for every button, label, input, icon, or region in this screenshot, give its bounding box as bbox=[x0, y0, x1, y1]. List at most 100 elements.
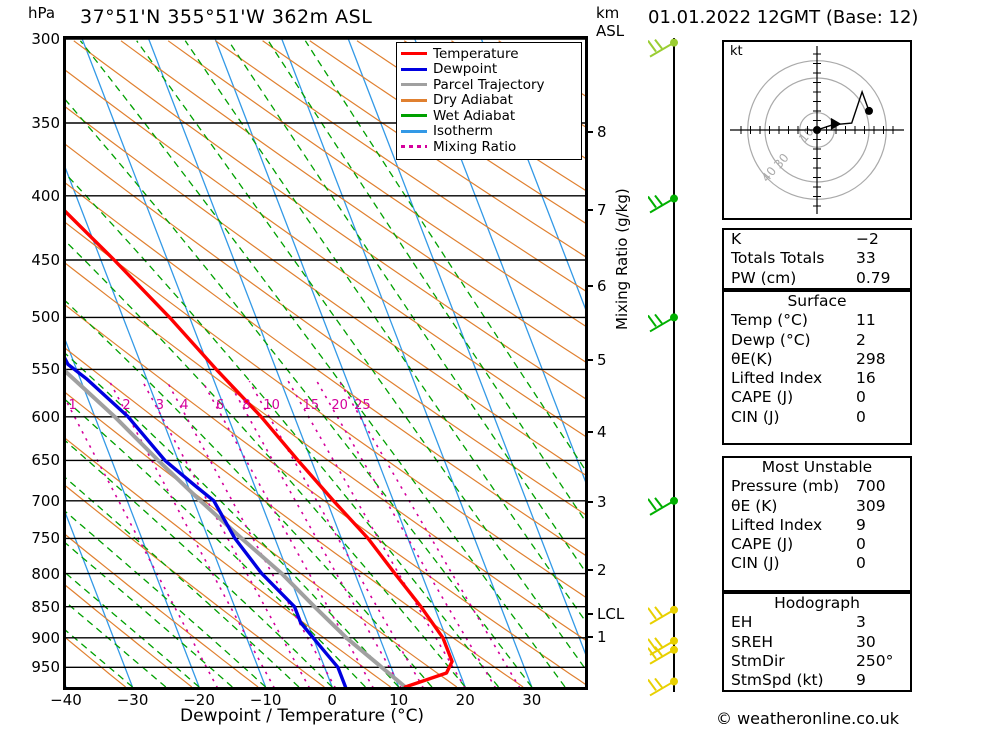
panel-row-key: Temp (°C) bbox=[731, 311, 808, 330]
legend-label: Mixing Ratio bbox=[433, 138, 517, 155]
wind-barb-canvas bbox=[647, 38, 678, 697]
legend-swatch bbox=[401, 52, 427, 56]
temp-tick-10: 10 bbox=[389, 691, 409, 709]
panel-row-value: 2 bbox=[856, 330, 866, 349]
height-tick-mark-5 bbox=[585, 358, 593, 361]
wind-barb bbox=[647, 605, 678, 625]
pressure-tick-550: 550 bbox=[31, 360, 60, 379]
hodograph-stats-panel: Hodograph EH 3 SREH 30 StmDir 250° StmSpd (kt) 9 bbox=[722, 592, 912, 692]
panel-row: Dewp (°C) 2 bbox=[724, 331, 910, 350]
panel-row-key: CAPE (J) bbox=[731, 388, 794, 407]
curve-dewpoint bbox=[66, 356, 348, 687]
panel-row: CIN (J) 0 bbox=[724, 554, 910, 573]
pressure-tick-750: 750 bbox=[31, 529, 60, 548]
copyright-notice: © weatheronline.co.uk bbox=[716, 709, 899, 728]
hodograph-ring-label-10: 10 bbox=[796, 124, 817, 145]
curve-temperature bbox=[66, 209, 454, 687]
temp-tick-20: 20 bbox=[455, 691, 475, 709]
legend: Temperature Dewpoint Parcel Trajectory Dry … bbox=[396, 42, 582, 160]
panel-row-key: CAPE (J) bbox=[731, 535, 794, 554]
hodograph-ring-label-30: 30 bbox=[771, 151, 792, 172]
panel-row-value: 33 bbox=[856, 249, 876, 268]
hodograph-trace bbox=[816, 89, 870, 131]
panel-title: Surface bbox=[787, 292, 847, 310]
height-tick-mark-7 bbox=[585, 209, 593, 212]
pressure-tick-300: 300 bbox=[31, 30, 60, 48]
height-tick-mark-8 bbox=[585, 131, 593, 134]
mixing-ratio-label-10: 10 bbox=[263, 397, 280, 413]
pressure-axis: 300 350 400 450 500 550 600 650 700 750 800 850 900 9… bbox=[10, 0, 60, 733]
mixing-ratio-label-2: 2 bbox=[122, 397, 131, 413]
panel-row: θE (K) 309 bbox=[724, 497, 910, 516]
wind-barb bbox=[647, 38, 678, 58]
panel-row-key: SREH bbox=[731, 632, 774, 651]
legend-swatch bbox=[401, 83, 427, 87]
panel-row-value: 16 bbox=[856, 369, 876, 388]
panel-row: CAPE (J) 0 bbox=[724, 388, 910, 407]
temp-tick--40: −40 bbox=[50, 691, 82, 709]
lcl-label: LCL bbox=[597, 605, 625, 624]
panel-row-value: 30 bbox=[856, 632, 876, 651]
panel-row-key: Lifted Index bbox=[731, 515, 823, 534]
mixing-ratio-label-3: 3 bbox=[155, 397, 165, 413]
panel-row: Totals Totals 33 bbox=[724, 249, 910, 268]
panel-row-value: 250° bbox=[856, 651, 894, 670]
pressure-axis-unit: hPa bbox=[28, 4, 56, 22]
panel-row-value: 0 bbox=[856, 407, 866, 426]
legend-item-dewpoint: Dewpoint bbox=[401, 61, 577, 77]
panel-row-value: 0.79 bbox=[856, 268, 891, 287]
hodograph-panel: 10 30 40 bbox=[722, 40, 912, 220]
hodograph-endpoint bbox=[813, 126, 821, 134]
mixing-ratio-label-6: 6 bbox=[216, 397, 225, 413]
panel-row-key: EH bbox=[731, 613, 753, 632]
panel-row: CAPE (J) 0 bbox=[724, 535, 910, 554]
most-unstable-panel: Most Unstable Pressure (mb) 700 θE (K) 309 Li… bbox=[722, 456, 912, 592]
panel-row-value: 309 bbox=[856, 496, 886, 515]
panel-row-key: StmDir bbox=[731, 651, 785, 670]
panel-row-key: StmSpd (kt) bbox=[731, 671, 824, 690]
legend-item-dry-adiabat: Dry Adiabat bbox=[401, 92, 577, 109]
height-tick-mark-3 bbox=[585, 500, 593, 503]
height-tick-6: 6 bbox=[597, 276, 607, 295]
legend-item-parcel-trajectory: Parcel Trajectory bbox=[401, 77, 577, 93]
height-axis-unit: km bbox=[596, 4, 620, 22]
panel-row: Lifted Index 9 bbox=[724, 516, 910, 535]
panel-row: SREH 30 bbox=[724, 633, 910, 652]
panel-row: CIN (J) 0 bbox=[724, 408, 910, 427]
height-tick-5: 5 bbox=[597, 350, 607, 369]
panel-row-value: 0 bbox=[856, 554, 866, 573]
mixing-ratio-label-25: 25 bbox=[354, 397, 371, 413]
legend-item-mixing-ratio: Mixing Ratio bbox=[401, 139, 577, 155]
wind-barb bbox=[647, 496, 678, 516]
height-axis-unit-asl: ASL bbox=[596, 22, 625, 40]
legend-swatch bbox=[401, 145, 427, 149]
mixing-ratio-label-15: 15 bbox=[302, 397, 320, 413]
pressure-tick-850: 850 bbox=[31, 597, 60, 616]
height-tick-4: 4 bbox=[597, 422, 607, 441]
wind-barb bbox=[647, 645, 678, 665]
panel-row: EH 3 bbox=[724, 613, 910, 632]
legend-label: Dry Adiabat bbox=[433, 92, 513, 109]
pressure-tick-450: 450 bbox=[31, 251, 60, 269]
pressure-tick-400: 400 bbox=[31, 186, 60, 205]
legend-swatch bbox=[401, 114, 427, 118]
panel-row-value: 9 bbox=[856, 671, 866, 690]
panel-row-value: 11 bbox=[856, 311, 876, 330]
hodograph-endpoint bbox=[865, 106, 873, 115]
height-tick-7: 7 bbox=[597, 201, 607, 220]
legend-swatch bbox=[401, 67, 427, 71]
plot-frame bbox=[63, 36, 588, 690]
date-header: 01.01.2022 12GMT (Base: 12) bbox=[648, 7, 919, 28]
panel-row-value: 298 bbox=[856, 349, 886, 368]
pressure-tick-900: 900 bbox=[31, 628, 60, 647]
wind-barb bbox=[647, 677, 678, 697]
mixing-ratio-label-1: 1 bbox=[68, 397, 77, 413]
wind-barb bbox=[647, 636, 678, 656]
legend-label: Parcel Trajectory bbox=[433, 76, 545, 93]
height-tick-3: 3 bbox=[597, 492, 607, 511]
mixing-ratio-label-20: 20 bbox=[331, 397, 348, 413]
panel-row-key: θE(K) bbox=[731, 349, 773, 368]
legend-label: Isotherm bbox=[433, 123, 493, 140]
